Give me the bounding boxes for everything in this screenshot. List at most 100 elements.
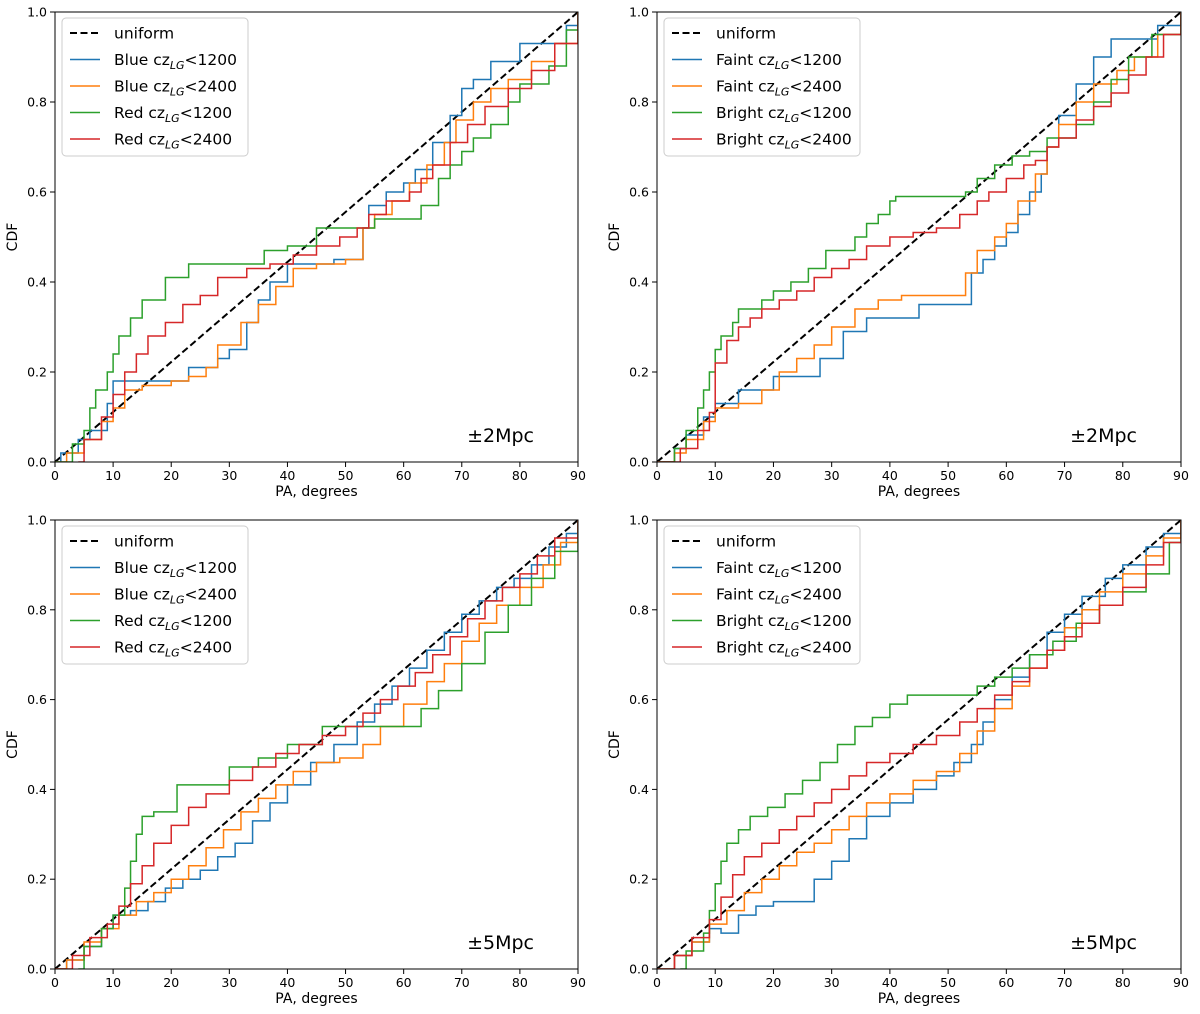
series-line-orange <box>657 520 1181 969</box>
series-line-red <box>78 12 578 462</box>
x-tick-label: 20 <box>163 468 179 483</box>
y-tick-label: 0.0 <box>27 455 47 470</box>
legend-frame <box>61 17 249 157</box>
legend-label-subscript: LG <box>165 620 180 633</box>
x-tick-label: 10 <box>105 975 121 990</box>
legend: uniform Blue czLG<1200 Blue czLG<2400 Red c… <box>61 525 249 665</box>
x-tick-label: 10 <box>707 975 723 990</box>
legend-entry: Bright czLG<1200 <box>716 612 852 633</box>
distance-annotation: ±5Mpc <box>467 932 534 954</box>
legend-frame <box>61 525 249 665</box>
panel-top-left: 0 10 20 30 40 50 60 70 80 90 0.0 0.2 0.4 0.6 0.8 1.0 PA,… <box>5 5 586 501</box>
y-tick-label: 0.0 <box>629 455 649 470</box>
legend-label-subscript: LG <box>775 86 790 99</box>
legend-label-subscript: LG <box>170 567 185 580</box>
x-tick-label: 80 <box>512 468 528 483</box>
legend-label-tail: <1200 <box>185 559 237 577</box>
series-line-red <box>55 520 578 969</box>
x-tick-label: 30 <box>221 975 237 990</box>
legend-entry: Blue czLG<1200 <box>114 559 237 580</box>
legend-label-main: uniform <box>716 25 776 43</box>
legend-label-subscript: LG <box>785 620 800 633</box>
legend-entry: uniform <box>716 533 776 551</box>
distance-annotation: ±2Mpc <box>467 425 534 447</box>
series-line-red <box>657 12 1181 462</box>
legend-label-tail: <2400 <box>789 586 841 604</box>
legend-entry: Faint czLG<1200 <box>716 51 842 72</box>
legend-label-tail: <2400 <box>185 586 237 604</box>
y-tick-label: 0.0 <box>629 962 649 977</box>
x-tick-label: 50 <box>338 468 354 483</box>
series-group <box>657 12 1181 462</box>
y-tick-label: 0.8 <box>27 602 47 617</box>
x-tick-label: 0 <box>653 975 661 990</box>
x-tick-label: 40 <box>882 468 898 483</box>
panel-bottom-right: 0 10 20 30 40 50 60 70 80 90 0.0 0.2 0.4 0.6 0.8 1.0 PA,… <box>607 513 1189 1008</box>
legend-frame <box>663 17 861 157</box>
panel-bottom-left: 0 10 20 30 40 50 60 70 80 90 0.0 0.2 0.4 0.6 0.8 1.0 PA,… <box>5 513 586 1008</box>
legend-label-tail: <1200 <box>789 51 841 69</box>
x-tick-label: 20 <box>765 468 781 483</box>
legend-label-subscript: LG <box>775 59 790 72</box>
x-tick-label: 30 <box>824 468 840 483</box>
y-tick-label: 1.0 <box>27 513 47 528</box>
legend-entry: Bright czLG<1200 <box>716 104 852 125</box>
legend-label-main: Faint cz <box>716 78 775 96</box>
x-axis-label: PA, degrees <box>275 991 357 1007</box>
x-tick-label: 60 <box>396 975 412 990</box>
legend-label-main: Blue cz <box>114 78 170 96</box>
legend-entry: Faint czLG<2400 <box>716 586 842 607</box>
y-tick-label: 0.4 <box>629 275 649 290</box>
legend-label-subscript: LG <box>165 647 180 660</box>
x-tick-label: 40 <box>279 468 295 483</box>
x-tick-label: 50 <box>940 468 956 483</box>
y-tick-label: 1.0 <box>27 5 47 20</box>
x-tick-label: 50 <box>940 975 956 990</box>
series-line-green <box>55 12 578 462</box>
legend-entry: uniform <box>114 25 174 43</box>
legend-label-subscript: LG <box>170 86 185 99</box>
legend-entry: Red czLG<1200 <box>114 104 232 125</box>
legend-label-main: uniform <box>716 533 776 551</box>
legend-label-subscript: LG <box>785 139 800 152</box>
legend-entry: uniform <box>114 533 174 551</box>
x-tick-label: 40 <box>882 975 898 990</box>
legend-label-main: Faint cz <box>716 559 775 577</box>
y-tick-label: 0.6 <box>27 185 47 200</box>
y-tick-label: 1.0 <box>629 5 649 20</box>
legend-label-main: Red cz <box>114 612 165 630</box>
x-tick-label: 10 <box>707 468 723 483</box>
legend-entry: uniform <box>716 25 776 43</box>
series-line-orange <box>55 520 578 969</box>
y-tick-label: 1.0 <box>629 513 649 528</box>
x-axis-label: PA, degrees <box>275 484 357 500</box>
y-tick-label: 0.2 <box>629 872 649 887</box>
x-tick-label: 20 <box>163 975 179 990</box>
legend-entry: Blue czLG<2400 <box>114 586 237 607</box>
legend-entry: Faint czLG<1200 <box>716 559 842 580</box>
x-tick-label: 70 <box>1057 468 1073 483</box>
legend-entry: Bright czLG<2400 <box>716 131 852 152</box>
x-tick-label: 0 <box>51 468 59 483</box>
legend-label-tail: <1200 <box>180 104 232 122</box>
axes-frame <box>54 519 579 970</box>
y-axis-label: CDF <box>5 223 21 252</box>
x-tick-label: 0 <box>653 468 661 483</box>
series-line-red <box>657 520 1181 969</box>
y-tick-label: 0.8 <box>629 95 649 110</box>
x-tick-label: 70 <box>454 468 470 483</box>
x-tick-label: 90 <box>570 975 586 990</box>
legend-label-subscript: LG <box>165 139 180 152</box>
legend-label-subscript: LG <box>170 59 185 72</box>
legend-label-subscript: LG <box>785 647 800 660</box>
x-tick-label: 90 <box>1173 468 1189 483</box>
legend-label-subscript: LG <box>165 112 180 125</box>
x-tick-label: 60 <box>396 468 412 483</box>
x-tick-label: 40 <box>279 975 295 990</box>
legend-label-tail: <2400 <box>789 78 841 96</box>
series-group <box>657 520 1181 969</box>
x-axis-label: PA, degrees <box>878 991 960 1007</box>
